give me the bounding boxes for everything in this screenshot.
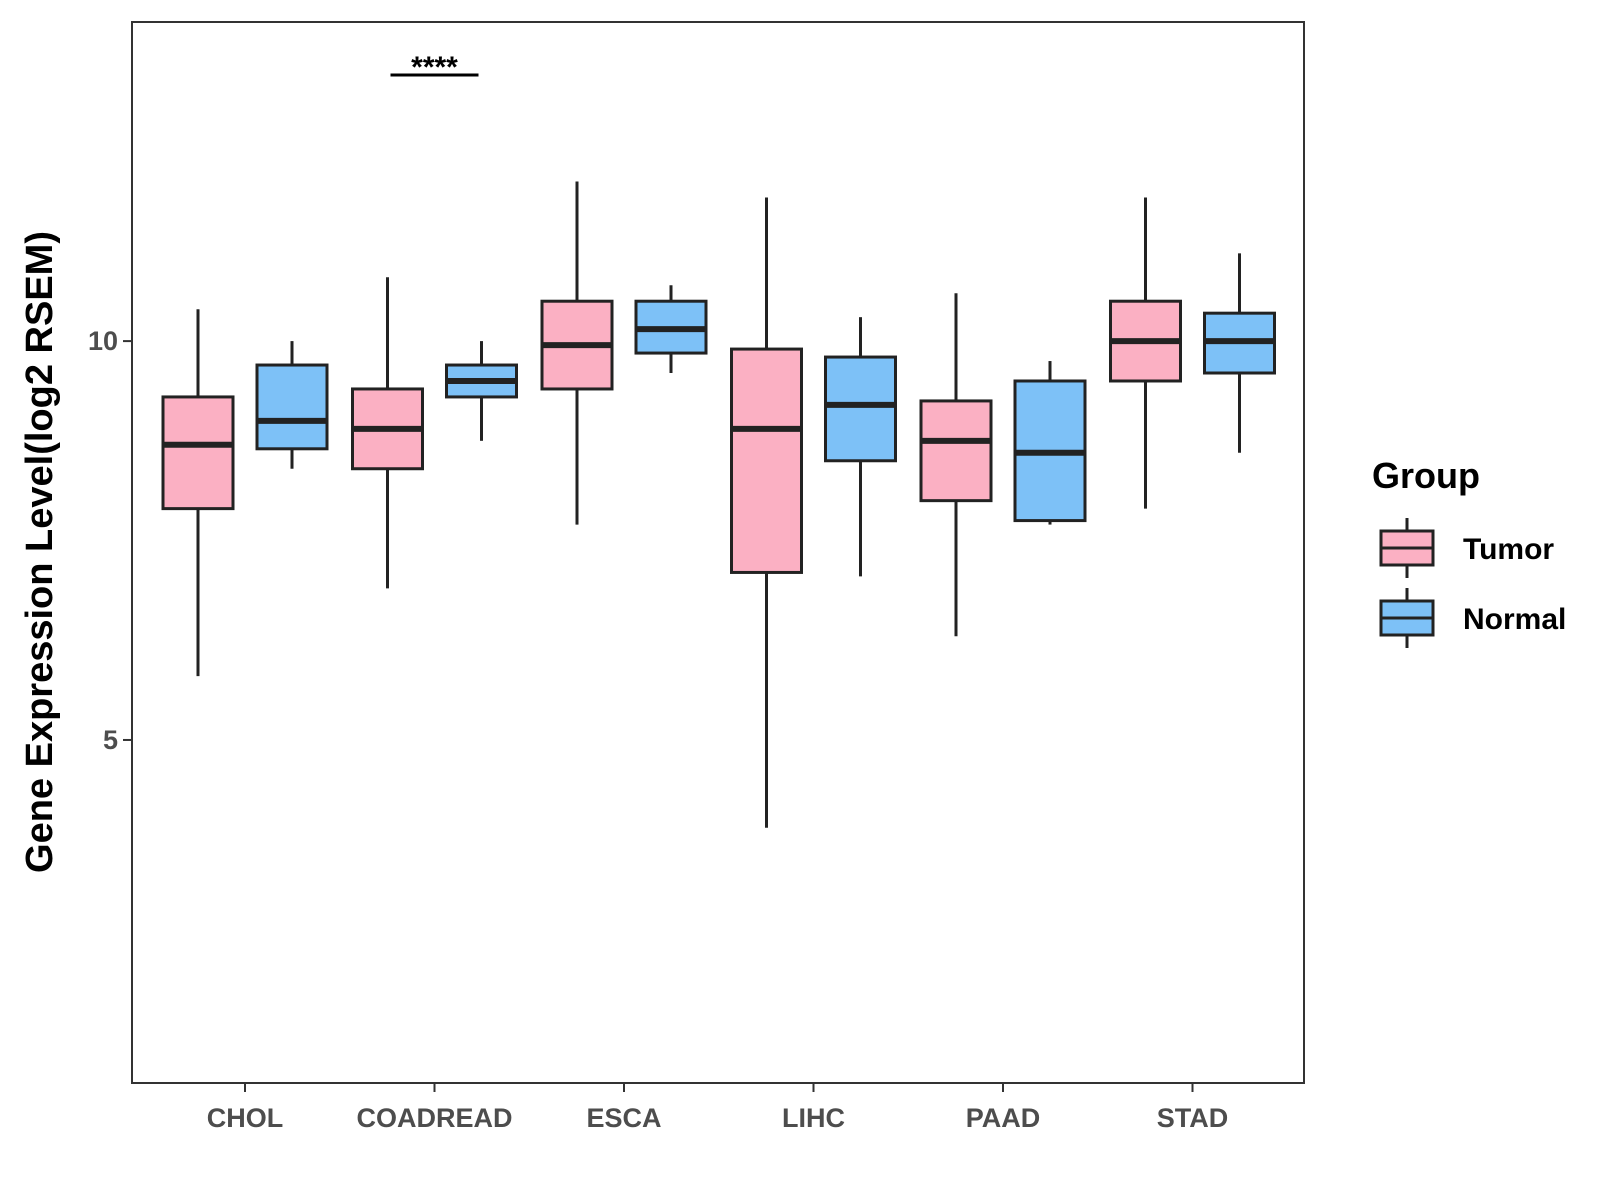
normal-paad-box: [1013, 361, 1087, 525]
normal-stad-box: [1203, 253, 1276, 453]
normal-lihc-iqr-rect: [824, 355, 897, 463]
tumor-paad-iqr-rect: [919, 399, 993, 503]
tumor-coadread-box: [351, 277, 424, 589]
y-tick-label-5: 5: [103, 725, 118, 755]
legend: Group Tumor Normal: [1372, 455, 1566, 648]
y-tick-label-10: 10: [88, 326, 118, 356]
plot-panel-border: [131, 21, 1305, 1084]
normal-chol-box: [255, 341, 329, 469]
tumor-chol-box: [161, 309, 235, 677]
tumor-chol-iqr-rect: [161, 395, 235, 511]
x-tick-label-lihc: LIHC: [782, 1103, 845, 1133]
normal-coadread-box: [445, 341, 518, 441]
legend-label-normal: Normal: [1463, 603, 1566, 636]
y-axis-label: Gene Expression Level(log2 RSEM): [19, 231, 61, 873]
normal-lihc-box: [824, 317, 897, 577]
x-tick-label-stad: STAD: [1157, 1103, 1229, 1133]
tumor-esca-box: [540, 181, 614, 525]
legend-label-tumor: Tumor: [1463, 533, 1554, 566]
tumor-lihc-iqr-rect: [730, 347, 803, 574]
x-tick-label-chol: CHOL: [207, 1103, 284, 1133]
normal-chol-iqr-rect: [255, 363, 329, 451]
tumor-stad-box: [1109, 197, 1182, 509]
x-tick-label-coadread: COADREAD: [356, 1103, 512, 1133]
axes-layer: 5 10 CHOL COADREAD ESCA LIHC PAAD STAD: [88, 326, 1228, 1133]
legend-title: Group: [1372, 455, 1480, 496]
x-tick-label-esca: ESCA: [586, 1103, 661, 1133]
legend-key-normal: [1379, 588, 1435, 648]
tumor-paad-box: [919, 293, 993, 637]
legend-key-tumor: [1379, 518, 1435, 578]
normal-esca-box: [634, 285, 708, 374]
tumor-lihc-box: [730, 197, 803, 828]
boxes-layer: ****: [161, 51, 1276, 828]
x-tick-label-paad: PAAD: [966, 1103, 1041, 1133]
significance-label: ****: [411, 51, 458, 84]
